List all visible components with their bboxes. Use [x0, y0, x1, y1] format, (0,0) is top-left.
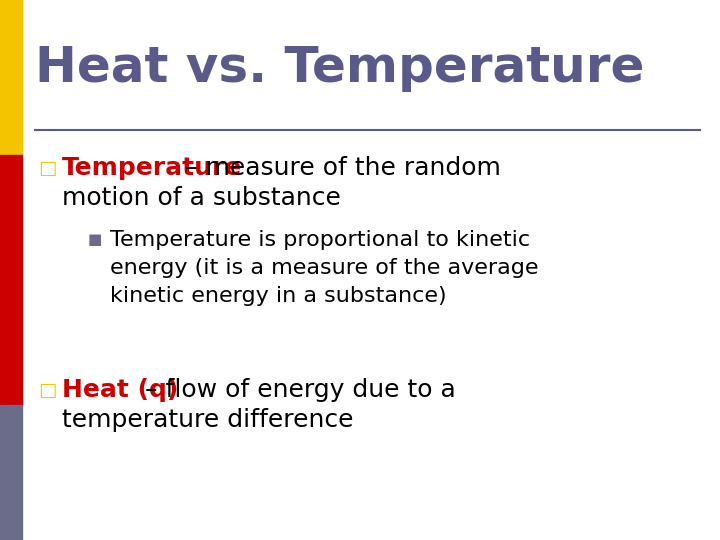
Text: Temperature: Temperature [62, 156, 243, 180]
Bar [0, 0, 22, 155]
Text: Temperature is proportional to kinetic: Temperature is proportional to kinetic [110, 230, 530, 250]
Text: energy (it is a measure of the average: energy (it is a measure of the average [110, 258, 539, 278]
Text: kinetic energy in a substance): kinetic energy in a substance) [110, 286, 446, 306]
Bar [0, 155, 22, 405]
Text: Heat vs. Temperature: Heat vs. Temperature [35, 44, 644, 92]
Text: temperature difference: temperature difference [62, 408, 354, 432]
Text: – measure of the random: – measure of the random [177, 156, 501, 180]
Text: □: □ [38, 159, 56, 178]
Text: Heat (q): Heat (q) [62, 378, 179, 402]
Text: – flow of energy due to a: – flow of energy due to a [137, 378, 456, 402]
Text: □: □ [38, 381, 56, 400]
Text: motion of a substance: motion of a substance [62, 186, 341, 210]
Bar [0, 405, 22, 540]
Text: ■: ■ [88, 233, 102, 247]
